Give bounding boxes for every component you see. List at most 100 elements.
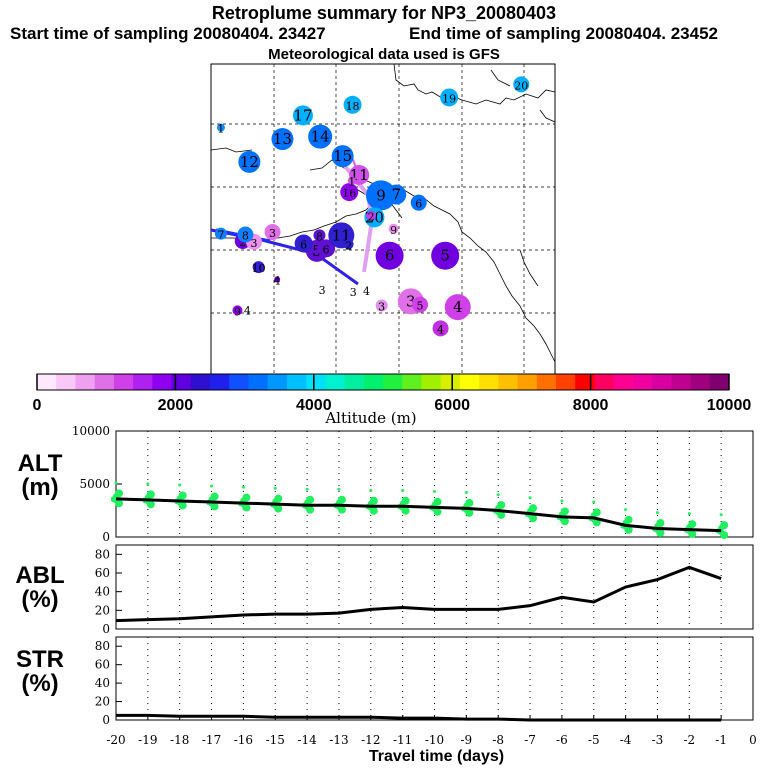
x-tick-label: -13 [329,733,348,747]
x-axis-label: Travel time (days) [368,748,505,765]
x-tick-label: -4 [620,733,632,747]
map-point-marker [444,294,471,321]
colorbar-swatch [632,374,653,390]
map-point-marker [331,145,354,168]
alt-scatter-point [688,530,697,539]
map-point-marker [347,176,356,185]
map-point-label: 3 [251,237,258,250]
alt-scatter-point [655,511,659,515]
colorbar-swatch [479,374,499,390]
map-point-label: 4 [363,285,370,298]
trajectory-points: 1234567891011121314151718192016111976202… [214,76,530,337]
alt-scatter-point [433,507,442,516]
map-point: 7 [386,184,407,205]
map-point-label: 4 [453,298,463,316]
map-point-marker [412,296,429,313]
end-time-label: End time of sampling 20080404. 23452 [409,24,718,43]
alt-scatter-point [111,498,115,503]
x-tick-label: 0 [749,733,757,747]
y-tick-label: 80 [95,547,110,561]
map-point-marker [440,88,459,107]
colorbar-tick-label: 6000 [434,397,470,414]
colorbar-swatch [75,374,96,390]
map-point-label: 20 [514,79,528,92]
map-point-label: 3 [350,286,357,299]
map-point: 3 [350,286,357,299]
map-point: 4 [244,305,251,318]
map-point-label: 19 [442,92,456,105]
map-point-label: 4 [274,274,281,287]
x-tick-label: -2 [683,733,695,747]
colorbar-swatch [190,374,211,390]
map-point: 3 [319,284,326,297]
alt-scatter-point [210,484,214,488]
alt-scatter-point [433,489,436,493]
x-tick-label: -15 [266,733,285,747]
map-point-label: 9 [376,186,386,204]
colorbar-swatch [594,374,615,390]
alt-scatter-point [146,500,155,509]
alt-scatter-point [719,513,723,517]
alt-scatter-point [273,486,277,490]
alt-scatter-point [592,500,596,504]
map-point-label: 7 [391,186,401,204]
colorbar-label: Altitude (m) [324,409,416,427]
x-tick-label: -10 [425,733,444,747]
map-point: 13 [271,128,294,151]
map-point-label: 11 [332,226,351,244]
map-point-label: 6 [415,198,422,211]
alt-scatter-point [656,528,665,537]
alt-scatter-point [115,499,123,508]
map-point-marker [431,241,460,270]
abl-label: ABL (%) [10,564,70,612]
alt-scatter-point [241,485,245,489]
x-tick-label: -17 [202,733,221,747]
colorbar-swatch [306,374,326,390]
map-point: 6 [375,241,404,270]
map-point-marker [292,105,313,126]
x-tick-label: -9 [460,733,472,747]
alt-scatter-point [146,482,150,486]
colorbar-swatch [94,374,115,390]
y-tick-label: 0 [102,530,110,544]
map-point-label: 10 [252,262,266,275]
alt-scatter-point [178,483,182,487]
map-point: 20 [513,76,530,93]
map-point-marker [432,320,449,337]
colorbar-swatch [613,374,634,390]
map-point: 4 [363,285,370,298]
map-point: 4 [432,320,449,337]
abl-line [115,565,722,623]
alt-scatter-point [114,481,118,485]
map-point-marker [375,241,404,270]
colorbar-swatch [171,374,192,390]
map-point: 4 [274,274,281,287]
str-line [116,713,722,722]
y-tick-label: 20 [95,695,110,709]
map-point: 17 [292,105,313,126]
alt-scatter-point [529,514,538,523]
alt-scatter-point [369,488,373,492]
met-data-label: Meteorological data used is GFS [268,46,500,63]
colorbar-swatch [152,374,173,390]
y-tick-label: 40 [95,676,110,690]
colorbar-swatch [210,374,230,390]
map-point-marker [386,184,407,205]
map-point-label: 13 [273,130,292,148]
alt-scatter-point [624,525,633,534]
map-point-label: 3 [378,300,385,313]
str-label-top: STR [16,646,64,673]
map-point-label: 3 [406,292,416,310]
map-point: 3 [264,224,281,241]
colorbar-swatch [402,374,422,390]
colorbar-tick-label: 8000 [573,397,609,414]
map-point: 6 [294,234,313,253]
map-point-label: 17 [293,106,312,124]
colorbar-swatch [690,374,711,390]
map-point-label: 3 [319,284,326,297]
map-point-label: 9 [390,224,397,237]
alt-scatter-point [464,490,468,494]
map-point-label: 7 [217,229,224,242]
map-point-marker [214,227,227,240]
